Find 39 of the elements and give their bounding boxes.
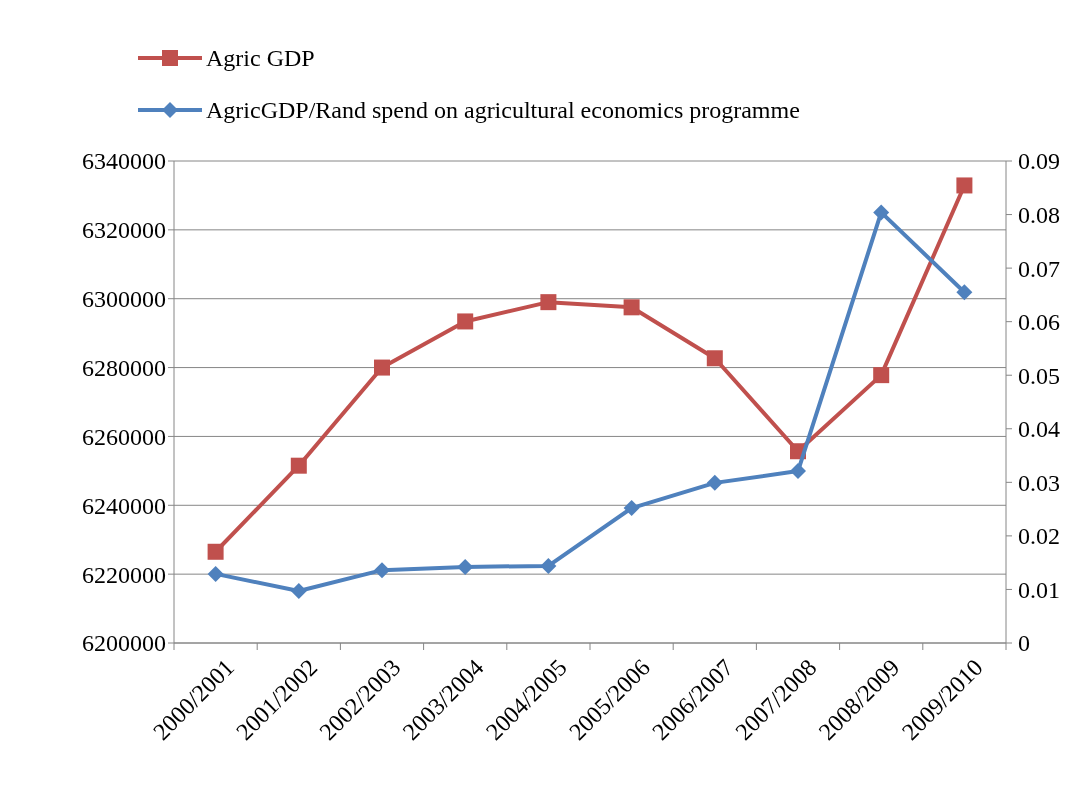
point bbox=[540, 557, 557, 574]
y2-tick-label: 0 bbox=[1018, 630, 1030, 657]
point bbox=[623, 299, 640, 316]
y-tick-label: 6220000 bbox=[82, 561, 166, 588]
y-tick-label: 6240000 bbox=[82, 492, 166, 519]
point bbox=[374, 562, 390, 579]
point bbox=[290, 583, 307, 600]
point bbox=[290, 457, 307, 474]
point bbox=[706, 350, 723, 367]
y2-tick-label: 0.06 bbox=[1018, 309, 1060, 336]
point bbox=[623, 500, 640, 517]
y2-tick-label: 0.08 bbox=[1018, 201, 1060, 228]
y-tick-label: 6300000 bbox=[82, 286, 166, 313]
point bbox=[873, 204, 890, 221]
legend-label: Agric GDP bbox=[206, 45, 315, 72]
point bbox=[956, 284, 973, 301]
point bbox=[457, 558, 474, 575]
legend-label: AgricGDP/Rand spend on agricultural economics programme bbox=[206, 97, 800, 124]
y-tick-label: 6340000 bbox=[82, 148, 166, 175]
point bbox=[457, 313, 474, 330]
point bbox=[956, 177, 973, 194]
y-tick-label: 6320000 bbox=[82, 217, 166, 244]
point bbox=[790, 463, 806, 480]
y2-tick-label: 0.09 bbox=[1018, 148, 1060, 175]
point bbox=[207, 543, 224, 560]
y2-tick-label: 0.07 bbox=[1018, 255, 1060, 282]
y-tick-label: 6280000 bbox=[82, 354, 166, 381]
y2-tick-label: 0.03 bbox=[1018, 469, 1060, 496]
point bbox=[207, 565, 224, 582]
point bbox=[540, 294, 557, 311]
point bbox=[706, 474, 723, 491]
y2-tick-label: 0.02 bbox=[1018, 523, 1060, 550]
point bbox=[873, 367, 890, 384]
y-tick-label: 6200000 bbox=[82, 630, 166, 657]
point bbox=[374, 359, 390, 376]
y2-tick-label: 0.01 bbox=[1018, 576, 1060, 603]
y2-tick-label: 0.04 bbox=[1018, 416, 1060, 443]
y2-tick-label: 0.05 bbox=[1018, 362, 1060, 389]
y-tick-label: 6260000 bbox=[82, 423, 166, 450]
